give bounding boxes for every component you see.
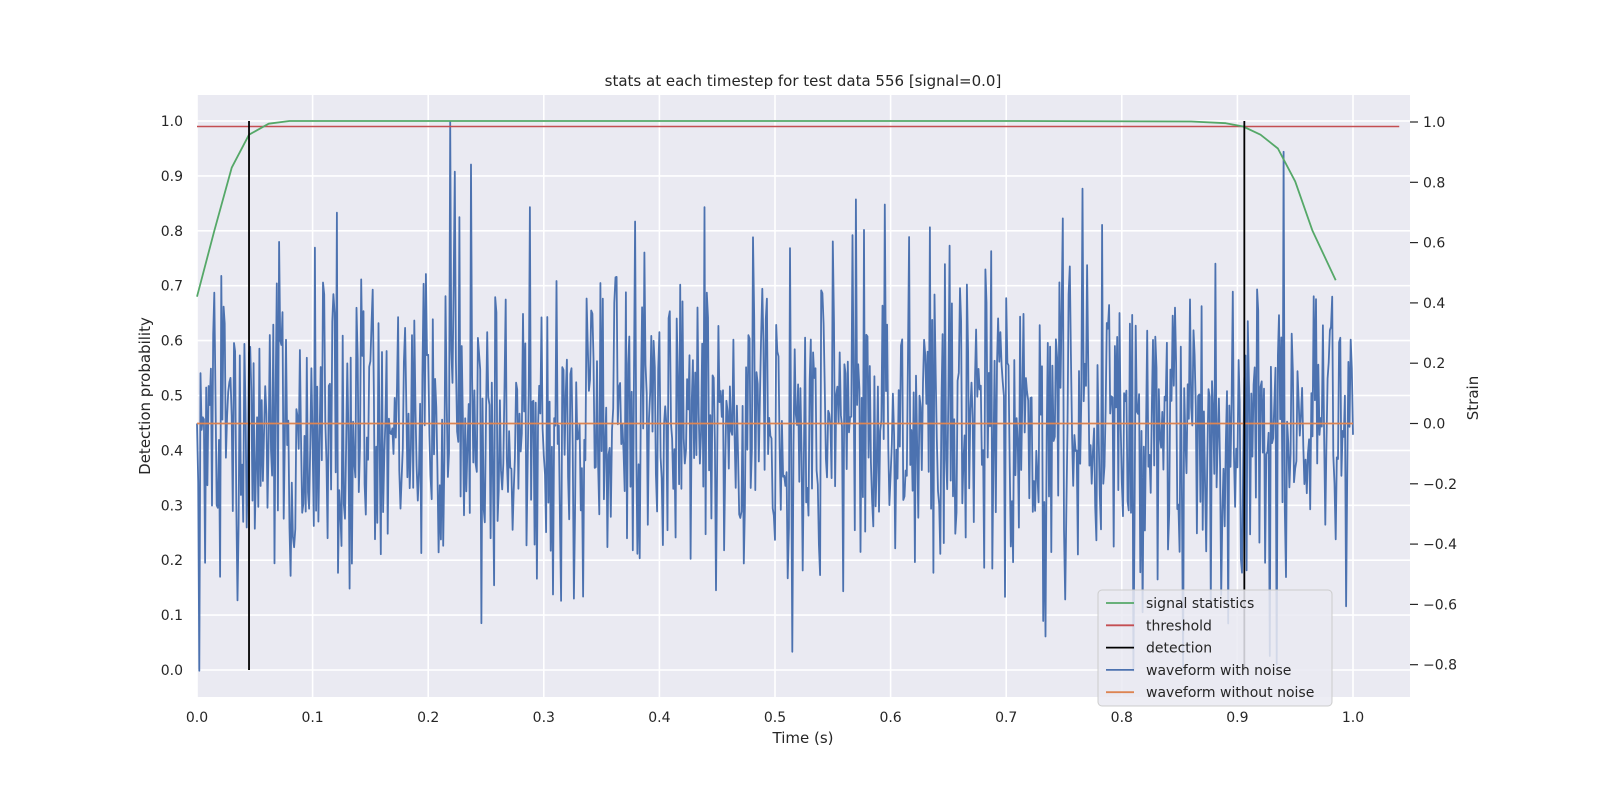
y2-tick-label: 0.6 — [1423, 236, 1445, 252]
y2-tick-label: −0.8 — [1423, 658, 1457, 674]
x-tick-label: 0.0 — [186, 710, 208, 726]
x-tick-label: 0.9 — [1226, 710, 1248, 726]
x-tick-label: 0.6 — [879, 710, 901, 726]
legend-label: waveform with noise — [1146, 663, 1291, 679]
y-tick-label: 0.3 — [161, 498, 183, 514]
y2-tick-labels: −0.8 −0.6 −0.4 −0.2 0.0 0.2 0.4 0.6 0.8 1.0 — [1410, 115, 1457, 674]
y2-tick-label: −0.6 — [1423, 597, 1457, 613]
y2-axis-label: Strain — [1464, 376, 1482, 420]
y-tick-label: 0.4 — [161, 443, 183, 459]
x-tick-label: 0.1 — [301, 710, 323, 726]
y-tick-label: 1.0 — [161, 114, 183, 130]
legend-label: threshold — [1146, 618, 1212, 634]
chart-title: stats at each timestep for test data 556… — [605, 72, 1002, 90]
x-tick-label: 0.5 — [764, 710, 786, 726]
signal-statistics-line — [196, 120, 1337, 297]
x-tick-label: 0.7 — [995, 710, 1017, 726]
legend-label: detection — [1146, 641, 1212, 657]
y-tick-label: 0.1 — [161, 608, 183, 624]
x-tick-labels: 0.0 0.1 0.2 0.3 0.4 0.5 0.6 0.7 0.8 0.9 1.0 — [186, 710, 1364, 726]
y-tick-label: 0.0 — [161, 663, 183, 679]
legend-label: signal statistics — [1146, 596, 1254, 612]
y-tick-label: 0.6 — [161, 334, 183, 350]
x-axis-label: Time (s) — [772, 729, 834, 747]
x-tick-label: 0.3 — [533, 710, 555, 726]
x-tick-label: 0.2 — [417, 710, 439, 726]
y-tick-label: 0.8 — [161, 224, 183, 240]
y-tick-label: 0.5 — [161, 389, 183, 405]
y-tick-label: 0.2 — [161, 553, 183, 569]
legend-box — [1097, 589, 1333, 707]
y2-tick-label: 0.2 — [1423, 356, 1445, 372]
y2-tick-label: −0.4 — [1423, 537, 1457, 553]
y2-tick-label: 0.4 — [1423, 296, 1445, 312]
detection-series — [248, 121, 1246, 670]
y2-tick-label: 0.8 — [1423, 175, 1445, 191]
y-tick-label: 0.9 — [161, 169, 183, 185]
x-tick-label: 0.8 — [1111, 710, 1133, 726]
x-tick-label: 1.0 — [1342, 710, 1364, 726]
y-tick-label: 0.7 — [161, 279, 183, 295]
y-tick-labels: 0.0 0.1 0.2 0.3 0.4 0.5 0.6 0.7 0.8 0.9 1.0 — [161, 114, 183, 679]
y2-tick-label: −0.2 — [1423, 477, 1457, 493]
y-axis-label: Detection probability — [136, 317, 154, 475]
waveform-with-noise-series — [196, 121, 1354, 672]
x-tick-label: 0.4 — [648, 710, 670, 726]
waveform-with-noise-line — [196, 121, 1354, 672]
legend: signal statistics threshold detection wavef… — [1097, 589, 1333, 707]
signal-statistics-series — [196, 120, 1337, 297]
legend-label: waveform without noise — [1146, 685, 1314, 701]
y2-tick-label: 0.0 — [1423, 417, 1445, 433]
y2-tick-label: 1.0 — [1423, 115, 1445, 131]
